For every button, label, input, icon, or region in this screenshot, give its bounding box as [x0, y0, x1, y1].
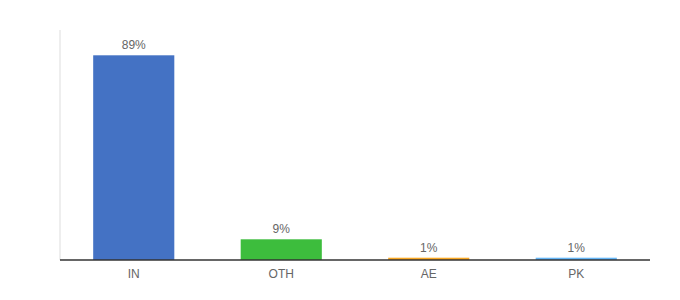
bars	[93, 55, 617, 260]
data-label: 9%	[273, 222, 291, 236]
bar	[241, 239, 322, 260]
x-tick-label: PK	[568, 267, 584, 281]
x-tick-label: IN	[128, 267, 140, 281]
y-axis-line	[60, 30, 61, 260]
data-label: 89%	[122, 38, 146, 52]
x-tick-label: OTH	[269, 267, 294, 281]
data-label: 1%	[568, 241, 586, 255]
x-axis-line	[60, 259, 650, 261]
data-label: 1%	[420, 241, 438, 255]
chart-container: IN OTH AE PK 89% 9% 1% 1%	[0, 0, 680, 300]
bar	[93, 55, 174, 260]
x-tick-label: AE	[421, 267, 437, 281]
chart: IN OTH AE PK 89% 9% 1% 1%	[0, 0, 680, 300]
